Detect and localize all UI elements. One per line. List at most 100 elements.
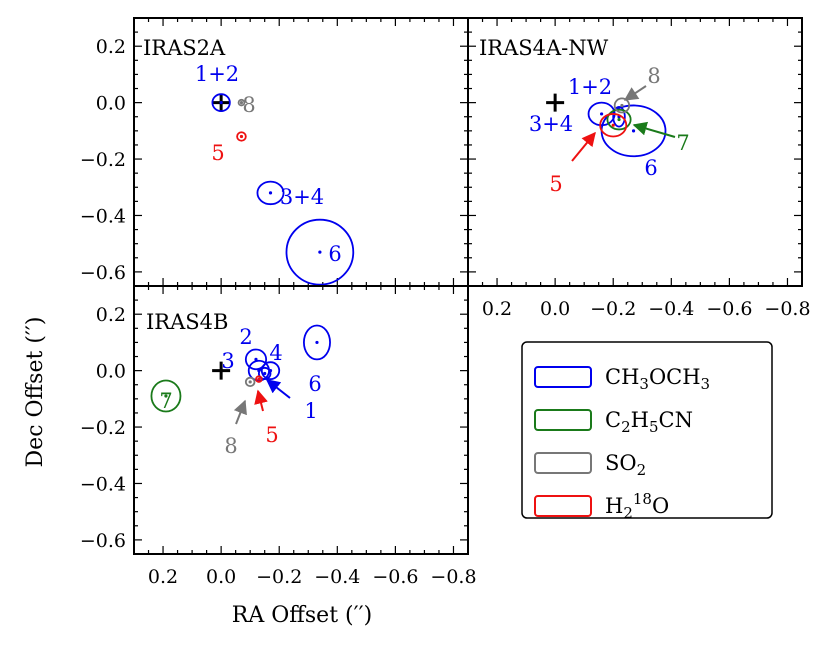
component-center-dot xyxy=(617,117,621,122)
component-center-dot xyxy=(620,103,624,108)
component-ellipse-h2_18o xyxy=(236,131,247,142)
component-arrow xyxy=(233,399,247,425)
component-ellipse-ch3och3 xyxy=(257,366,272,380)
component-center-dot xyxy=(219,101,223,105)
component-label: 3+4 xyxy=(529,112,573,136)
source-position-marker xyxy=(212,361,231,380)
y-tick-label: −0.6 xyxy=(80,262,126,284)
component-center-dot xyxy=(257,377,261,381)
component-center-dot xyxy=(631,129,636,133)
x-tick-label: −0.2 xyxy=(256,566,302,588)
y-tick-label: −0.4 xyxy=(80,205,126,227)
component-ellipse-ch3och3 xyxy=(612,105,626,128)
component-ellipse-h2_18o xyxy=(255,375,263,383)
component-center-dot xyxy=(318,250,322,254)
component-label: 5 xyxy=(549,172,562,196)
component-center-dot xyxy=(164,394,168,398)
component-label: 5 xyxy=(211,141,224,165)
x-tick-label: −0.4 xyxy=(314,566,360,588)
component-arrow xyxy=(571,131,596,162)
component-center-dot xyxy=(248,380,252,384)
x-tick-label: −0.2 xyxy=(590,298,636,320)
component-arrow xyxy=(623,85,647,101)
component-label: 4 xyxy=(269,341,282,365)
component-label: 3+4 xyxy=(280,185,324,209)
component-center-dot xyxy=(268,191,273,195)
component-center-dot xyxy=(239,134,244,139)
y-tick-label: 0.2 xyxy=(96,304,126,326)
component-label: 5 xyxy=(265,423,278,447)
component-ellipse-c2h5cn xyxy=(150,379,182,413)
component-label: 6 xyxy=(328,242,341,266)
component-ellipse-so2 xyxy=(613,97,631,114)
legend-swatch-c2h5cn xyxy=(534,409,592,431)
component-ellipse-ch3och3 xyxy=(211,93,231,112)
component-center-dot xyxy=(239,101,244,105)
x-tick-label: −0.8 xyxy=(764,298,810,320)
x-tick-label: −0.6 xyxy=(706,298,752,320)
panel-iras4b: 0.2 0.0 −0.2 −0.4 −0.6 −0.8 0.2 0.0 −0.2 −0.4 −0.6… xyxy=(80,285,477,588)
component-ellipse-ch3och3 xyxy=(303,324,331,361)
y-axis-label: Dec Offset (′′) xyxy=(23,317,48,468)
component-center-dot xyxy=(263,371,267,376)
component-label: 6 xyxy=(308,372,321,396)
panel-iras2a: 0.2 0.0 −0.2 −0.4 −0.6 1+285 3+4 6 IRAS2A xyxy=(80,17,469,287)
component-arrow xyxy=(254,389,268,412)
x-tick-label: −0.8 xyxy=(430,566,476,588)
component-label: 7 xyxy=(676,131,689,155)
component-ellipse-so2 xyxy=(237,98,246,107)
panel-title-iras4a-nw: IRAS4A-NW xyxy=(479,36,609,60)
legend-swatch-ch3och3 xyxy=(534,366,592,388)
x-tick-label: 0.2 xyxy=(148,566,178,588)
x-tick-label: 0.2 xyxy=(482,298,512,320)
y-tick-label: −0.2 xyxy=(80,149,126,171)
y-tick-label: 0.0 xyxy=(96,93,126,115)
component-ellipse-ch3och3 xyxy=(285,218,355,286)
x-tick-label: 0.0 xyxy=(206,566,236,588)
component-ellipse-c2h5cn xyxy=(606,108,632,131)
component-arrow xyxy=(632,121,676,138)
component-label: 3 xyxy=(221,349,234,373)
component-label: 8 xyxy=(242,93,255,117)
x-tick-label: −0.4 xyxy=(648,298,694,320)
x-tick-label: −0.6 xyxy=(372,566,418,588)
legend-entry-label: H2​18​O xyxy=(605,490,669,522)
legend-entry-label: C2​H5​CN xyxy=(605,408,693,436)
component-center-dot xyxy=(611,123,615,127)
component-arrow xyxy=(265,379,291,399)
x-axis-label: RA Offset (′′) xyxy=(232,603,372,628)
x-tick-label: 0.0 xyxy=(540,298,570,320)
legend-swatch-h2_18o xyxy=(534,495,592,517)
component-label: 2 xyxy=(239,325,252,349)
component-ellipse-ch3och3 xyxy=(260,361,281,380)
component-label: 1+2 xyxy=(568,75,612,99)
panel-title-iras2a: IRAS2A xyxy=(143,36,226,60)
legend-swatch-so2 xyxy=(534,452,592,474)
component-ellipse-so2 xyxy=(244,376,256,388)
plot-frame xyxy=(133,285,469,555)
component-label: 6 xyxy=(644,156,657,180)
legend-entry-label: SO2​ xyxy=(605,451,646,479)
component-label: 8 xyxy=(647,64,660,88)
y-tick-label: −0.4 xyxy=(80,473,126,495)
source-position-marker xyxy=(546,93,565,112)
plot-frame xyxy=(133,17,469,287)
panel-iras4a-nw: 0.2 0.0 −0.2 −0.4 −0.6 −0.8 1+2 8 3+4 76 5 IRAS4A-… xyxy=(467,17,811,320)
component-label: 8 xyxy=(224,434,237,458)
component-ellipse-ch3och3 xyxy=(256,180,285,206)
plot-frame xyxy=(467,17,803,287)
component-ellipse-h2_18o xyxy=(599,113,628,138)
y-tick-label: −0.6 xyxy=(80,530,126,552)
y-tick-label: −0.2 xyxy=(80,417,126,439)
y-tick-label: 0.0 xyxy=(96,361,126,383)
component-center-dot xyxy=(315,340,319,345)
component-ellipse-ch3och3 xyxy=(244,348,268,371)
component-center-dot xyxy=(600,112,604,116)
y-tick-label: 0.2 xyxy=(96,36,126,58)
component-label: 7 xyxy=(159,389,172,413)
panel-title-iras4b: IRAS4B xyxy=(146,310,228,334)
component-label: 1+2 xyxy=(195,62,239,86)
legend-entry-label: CH3​OCH3​ xyxy=(605,365,710,393)
legend: CH3​OCH3​ C2​H5​CN SO2​ H2​18​O xyxy=(521,341,773,522)
